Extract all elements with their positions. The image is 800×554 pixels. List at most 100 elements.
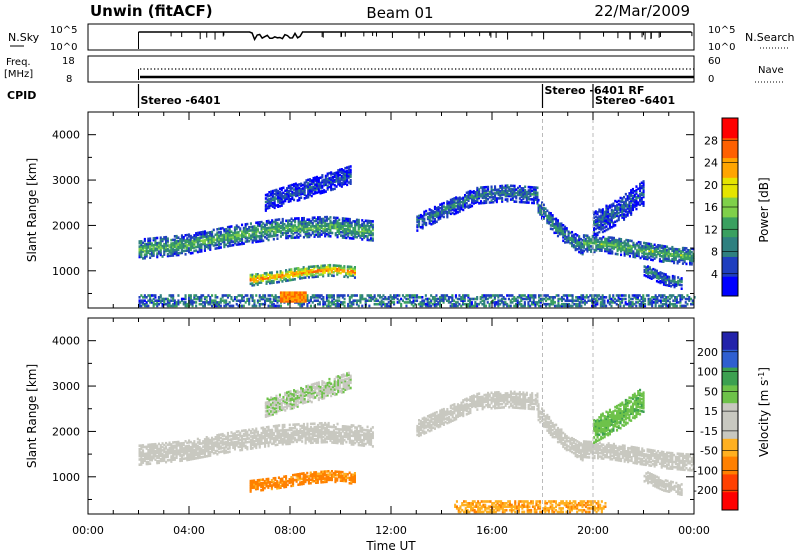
heatmap-cell <box>453 299 456 302</box>
heatmap-cell <box>589 294 592 297</box>
heatmap-cell <box>350 265 353 269</box>
heatmap-cell <box>149 246 152 249</box>
heatmap-cell <box>202 304 205 308</box>
heatmap-cell <box>226 225 229 229</box>
heatmap-cell <box>168 301 171 304</box>
heatmap-cell <box>359 236 362 239</box>
heatmap-cell <box>366 294 369 297</box>
heatmap-cell <box>363 233 366 236</box>
heatmap-cell <box>448 211 451 215</box>
heatmap-cell <box>156 247 159 250</box>
heatmap-cell <box>430 219 433 223</box>
heatmap-cell <box>332 267 335 271</box>
heatmap-cell <box>233 236 236 240</box>
heatmap-cell <box>235 227 238 231</box>
heatmap-cell <box>311 272 314 275</box>
heatmap-cell <box>485 199 488 203</box>
heatmap-cell <box>270 192 273 195</box>
heatmap-cell <box>363 227 366 231</box>
heatmap-cell <box>346 171 349 175</box>
heatmap-cell <box>209 236 212 239</box>
heatmap-cell <box>566 297 569 301</box>
heatmap-cell <box>591 294 594 297</box>
heatmap-cell <box>550 302 553 306</box>
heatmap-cell <box>423 214 426 217</box>
heatmap-cell <box>603 304 606 308</box>
heatmap-cell <box>665 297 668 301</box>
heatmap-cell <box>325 265 328 269</box>
heatmap-cell <box>649 301 652 304</box>
heatmap-cell <box>207 231 210 234</box>
heatmap-cell <box>529 192 532 196</box>
heatmap-cell <box>143 255 146 258</box>
heatmap-cell <box>614 297 617 301</box>
heatmap-cell <box>644 299 647 302</box>
heatmap-cell <box>655 250 658 254</box>
heatmap-cell <box>348 274 351 277</box>
heatmap-cell <box>536 301 539 304</box>
heatmap-cell <box>270 199 273 202</box>
heatmap-cell <box>264 227 267 230</box>
heatmap-cell <box>177 302 180 306</box>
heatmap-cell <box>166 253 169 256</box>
heatmap-cell <box>598 247 601 251</box>
heatmap-cell <box>416 224 419 227</box>
heatmap-cell <box>640 197 643 200</box>
heatmap-cell <box>232 236 235 240</box>
heatmap-cell <box>175 245 178 248</box>
heatmap-cell <box>504 194 507 198</box>
heatmap-cell <box>143 457 146 461</box>
heatmap-cell <box>582 235 585 239</box>
heatmap-cell <box>306 294 309 297</box>
heatmap-cell <box>273 206 276 210</box>
heatmap-cell <box>331 224 334 228</box>
heatmap-cell <box>584 234 587 237</box>
heatmap-cell <box>690 263 693 266</box>
heatmap-cell <box>343 270 346 273</box>
heatmap-cell <box>140 240 143 243</box>
heatmap-cell <box>173 235 176 238</box>
heatmap-cell <box>439 296 442 299</box>
heatmap-cell <box>628 193 631 197</box>
heatmap-cell <box>433 221 436 224</box>
heatmap-cell <box>268 201 271 204</box>
heatmap-cell <box>511 184 514 188</box>
heatmap-cell <box>454 294 457 297</box>
heatmap-cell <box>205 238 208 242</box>
heatmap-cell <box>596 296 599 299</box>
heatmap-cell <box>262 234 265 237</box>
heatmap-cell <box>255 221 258 225</box>
heatmap-cell <box>474 297 477 301</box>
heatmap-cell <box>634 243 637 247</box>
heatmap-cell <box>209 234 212 238</box>
noise-left-label: N.Sky <box>8 31 40 44</box>
heatmap-cell <box>667 257 670 261</box>
heatmap-cell <box>414 294 417 297</box>
heatmap-cell <box>166 452 169 455</box>
heatmap-cell <box>305 194 308 198</box>
heatmap-cell <box>327 222 330 226</box>
heatmap-cell <box>347 181 350 184</box>
heatmap-cell <box>301 302 304 306</box>
heatmap-cell <box>142 444 145 447</box>
heatmap-cell <box>453 198 456 202</box>
heatmap-cell <box>483 301 486 304</box>
heatmap-cell <box>251 296 254 299</box>
heatmap-cell <box>657 252 660 256</box>
heatmap-cell <box>455 204 458 208</box>
freq-tick-top: 18 <box>62 56 75 67</box>
heatmap-cell <box>558 229 561 232</box>
heatmap-cell <box>318 233 321 236</box>
heatmap-cell <box>177 299 180 302</box>
heatmap-cell <box>580 296 583 299</box>
heatmap-cell <box>267 226 270 230</box>
heatmap-cell <box>485 191 488 194</box>
heatmap-cell <box>670 284 673 288</box>
heatmap-cell <box>329 272 332 276</box>
heatmap-cell <box>170 238 173 242</box>
heatmap-cell <box>150 254 153 258</box>
heatmap-cell <box>262 279 265 282</box>
heatmap-cell <box>495 200 498 204</box>
heatmap-cell <box>617 206 620 210</box>
heatmap-cell <box>355 235 358 239</box>
